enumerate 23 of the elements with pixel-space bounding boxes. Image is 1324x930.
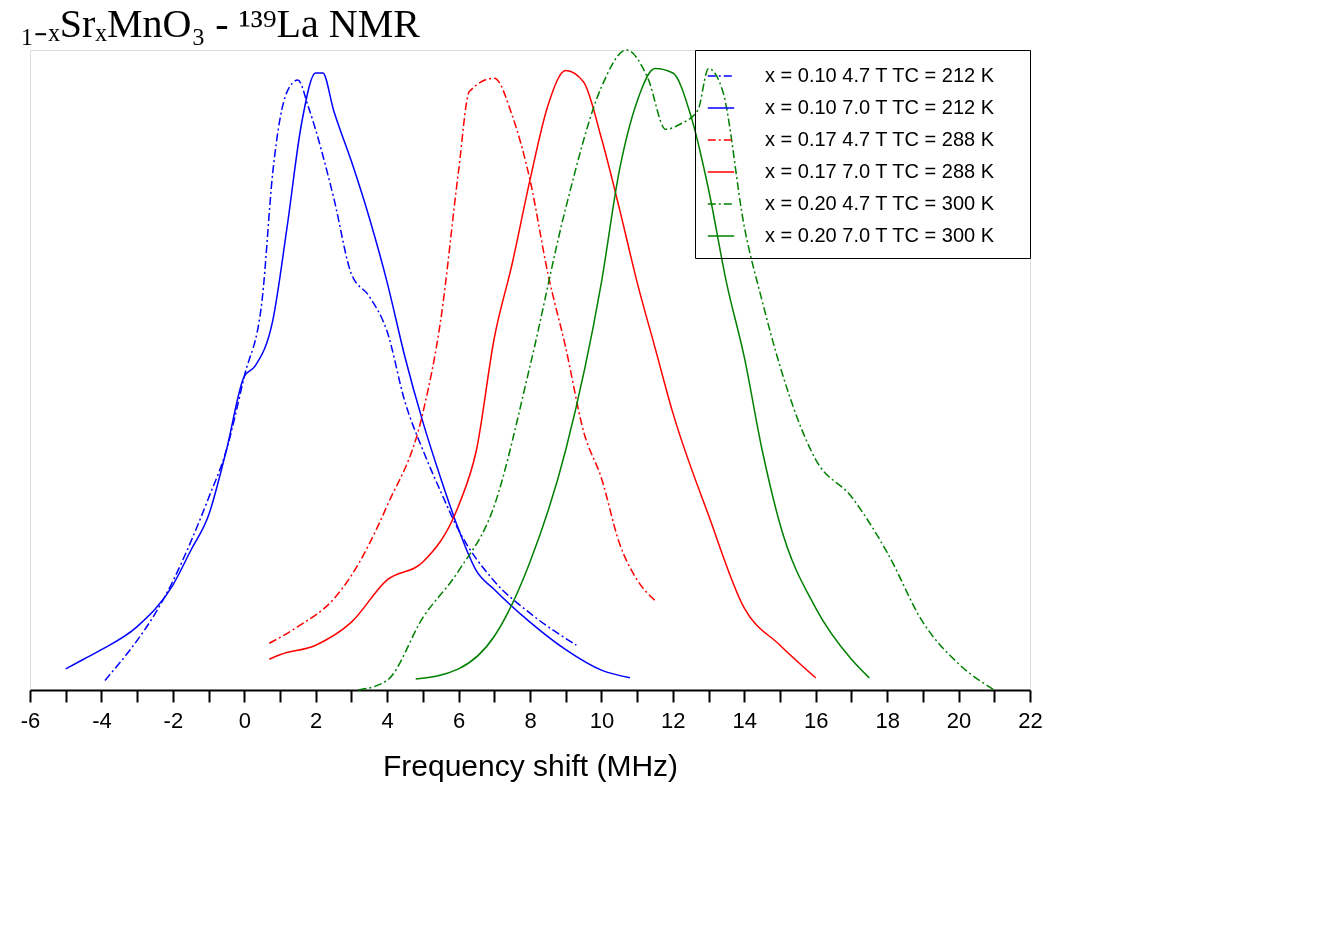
x-axis-title: Frequency shift (MHz) <box>382 748 679 782</box>
x-tick-label: 22 <box>1018 707 1043 733</box>
x-tick-label: 16 <box>803 707 829 733</box>
legend-label: x = 0.17 4.7 T TC = 288 K <box>765 128 995 150</box>
x-tick-label: -2 <box>163 707 184 733</box>
legend-label: x = 0.10 4.7 T TC = 212 K <box>765 64 995 86</box>
chart-title: ₁₋ₓSrₓMnO₃ - ¹³⁹La NMR <box>20 1 421 47</box>
legend-label: x = 0.10 7.0 T TC = 212 K <box>765 96 995 118</box>
legend-label: x = 0.20 4.7 T TC = 300 K <box>765 192 995 214</box>
x-tick-label: 2 <box>310 707 323 733</box>
x-tick-label: 12 <box>661 707 686 733</box>
x-tick-label: 4 <box>381 707 394 733</box>
x-tick-label: -4 <box>92 707 112 733</box>
legend-label: x = 0.20 7.0 T TC = 300 K <box>765 224 995 246</box>
x-tick-label: 18 <box>875 707 900 733</box>
legend-label: x = 0.17 7.0 T TC = 288 K <box>765 160 995 182</box>
x-tick-label: 20 <box>946 707 972 733</box>
x-tick-label: 10 <box>589 707 615 733</box>
x-tick-label: 0 <box>238 707 251 733</box>
x-tick-label: 14 <box>732 707 758 733</box>
x-tick-label: -6 <box>20 707 41 733</box>
x-tick-label: 6 <box>452 707 466 733</box>
x-tick-label: 8 <box>524 707 537 733</box>
